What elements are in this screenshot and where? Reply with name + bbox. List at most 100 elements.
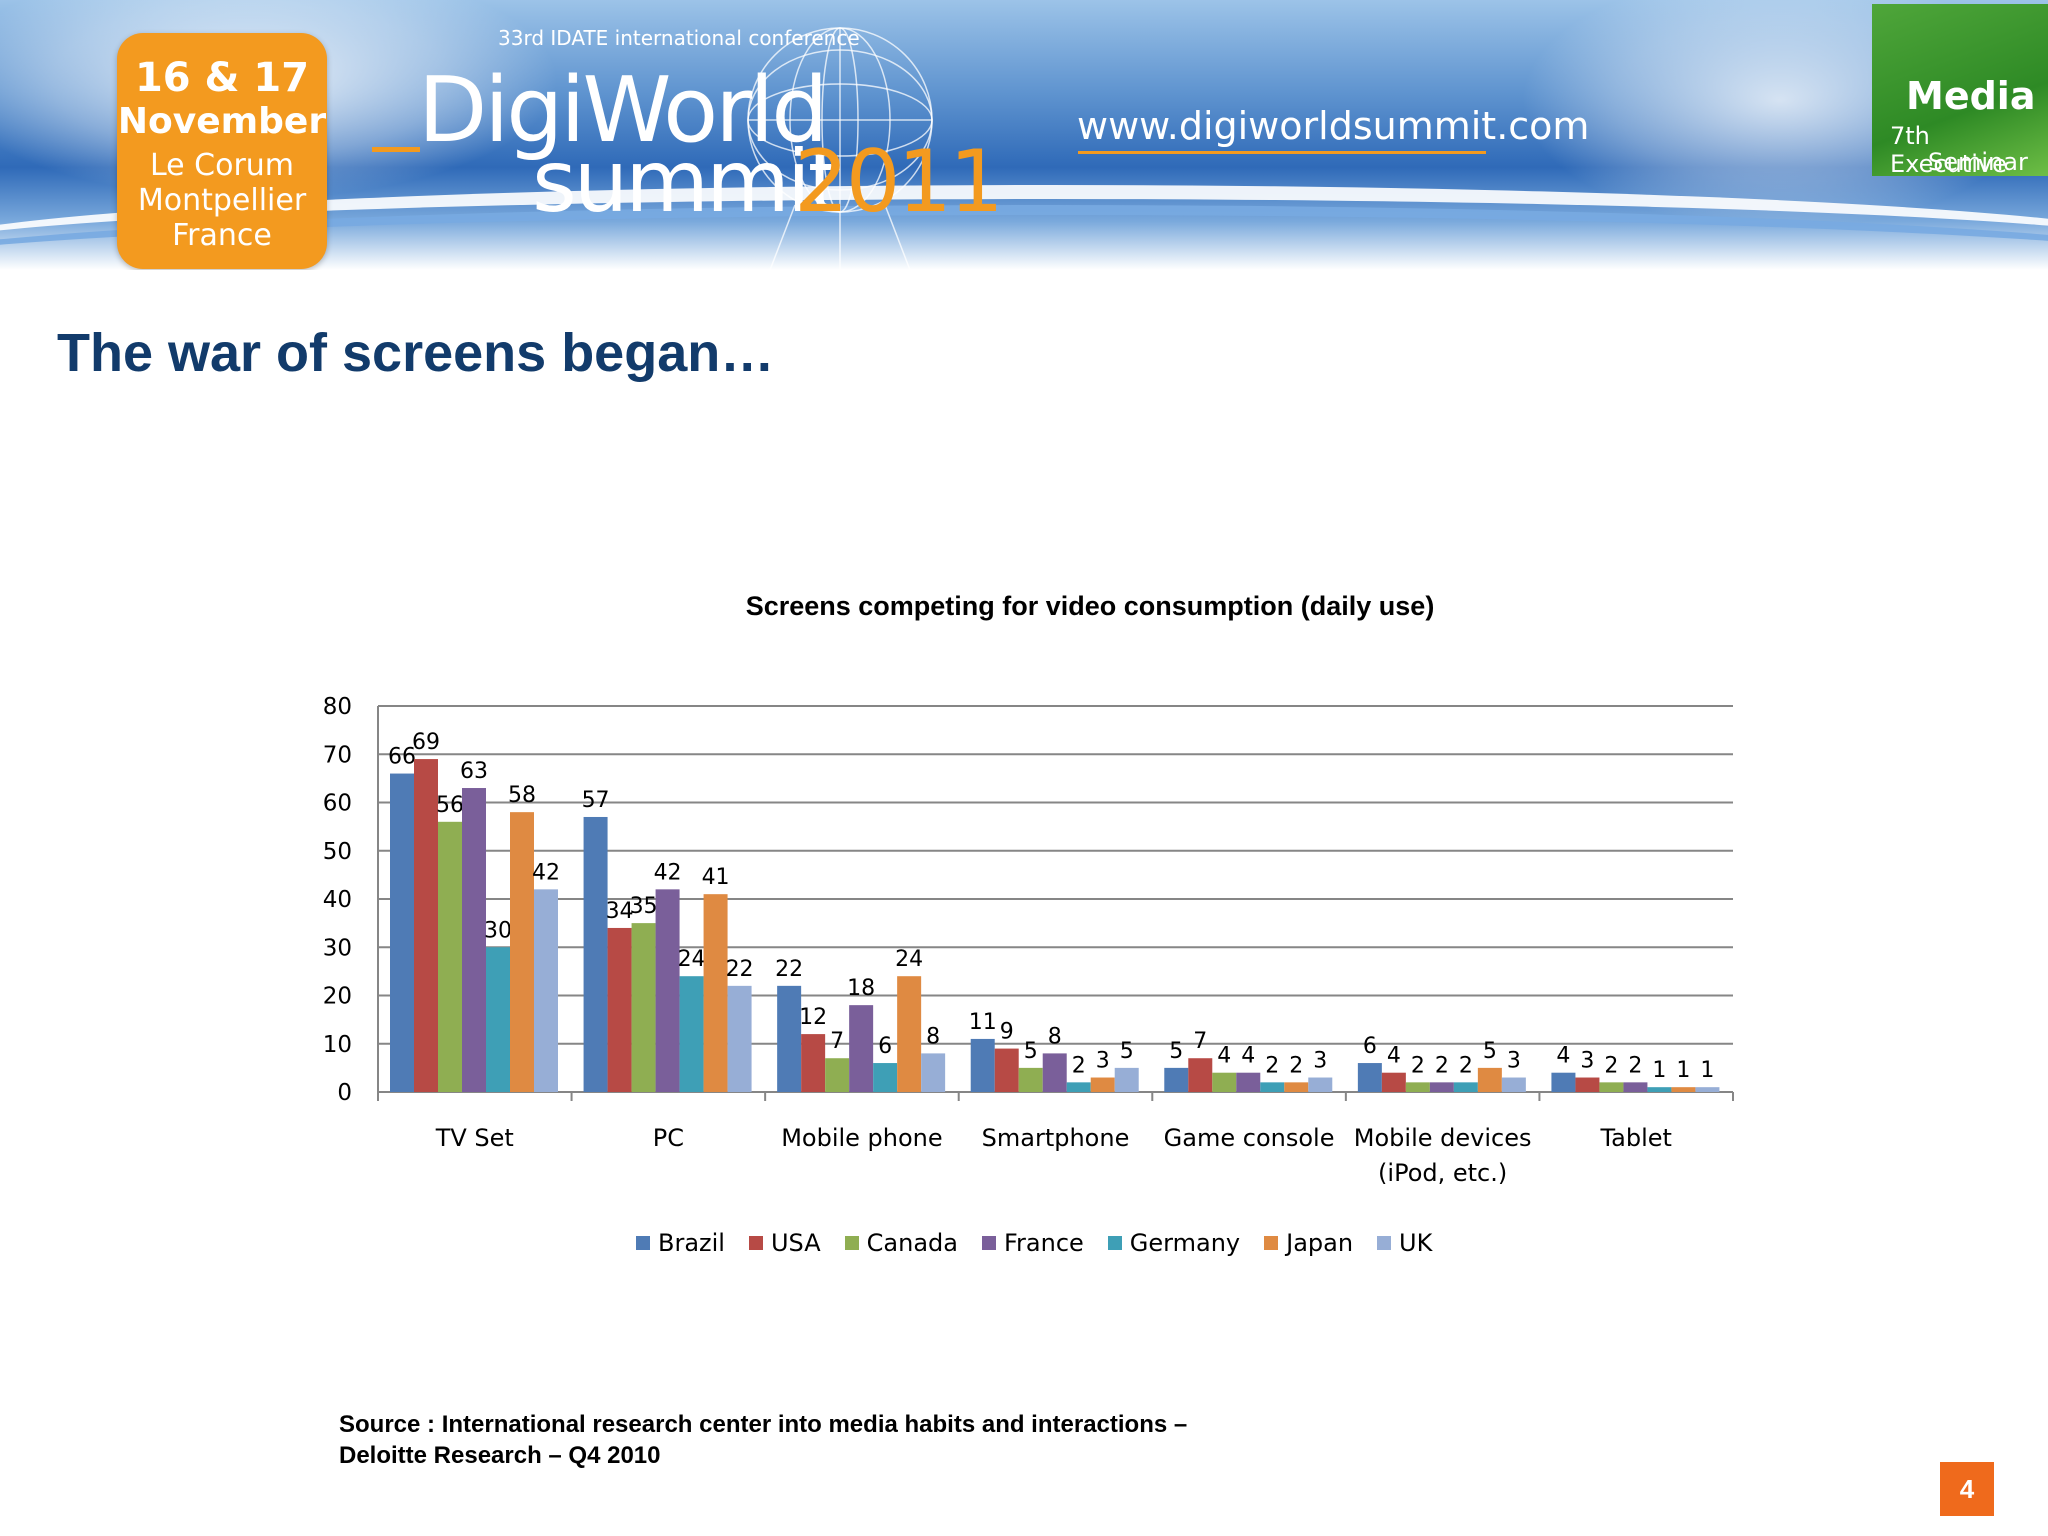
data-label: 5 <box>1483 1039 1497 1064</box>
bar <box>438 821 462 1092</box>
globe-icon <box>747 27 933 270</box>
event-country: France <box>172 218 272 253</box>
legend-item: UK <box>1377 1229 1432 1257</box>
data-label: 7 <box>1193 1029 1207 1054</box>
data-label: 6 <box>1363 1034 1377 1059</box>
bar <box>679 976 704 1092</box>
legend-swatch <box>981 1236 996 1250</box>
data-label: 4 <box>1387 1044 1401 1069</box>
data-label: 42 <box>654 860 682 885</box>
logo-year: 2011 <box>794 132 1004 232</box>
url-underline <box>1078 151 1486 154</box>
legend-item: USA <box>748 1229 821 1257</box>
data-label: 66 <box>388 745 416 770</box>
data-label: 4 <box>1241 1044 1255 1069</box>
website-link[interactable]: www.digiworldsummit.com <box>1077 104 1590 148</box>
x-tick-label: Tablet <box>1599 1124 1671 1152</box>
data-label: 5 <box>1169 1039 1183 1064</box>
data-label: 3 <box>1580 1049 1594 1074</box>
data-label: 8 <box>1048 1024 1062 1049</box>
legend-label: Brazil <box>658 1229 725 1257</box>
bar <box>607 927 632 1092</box>
bar <box>414 759 438 1092</box>
legend-swatch <box>1377 1236 1392 1250</box>
bar <box>1477 1067 1502 1092</box>
bar <box>1308 1077 1333 1092</box>
bar <box>1381 1072 1406 1092</box>
data-label: 2 <box>1604 1053 1618 1078</box>
bar <box>1501 1077 1526 1092</box>
legend-item: Germany <box>1107 1229 1241 1257</box>
legend-swatch <box>1264 1236 1279 1250</box>
bar <box>583 816 608 1092</box>
data-label: 22 <box>775 957 803 982</box>
bar <box>921 1053 946 1092</box>
y-tick-label: 70 <box>323 742 352 768</box>
x-tick-label: Game console <box>1164 1124 1335 1152</box>
data-label: 5 <box>1120 1039 1134 1064</box>
bar <box>1284 1082 1309 1092</box>
y-tick-label: 0 <box>337 1080 352 1106</box>
y-tick-label: 40 <box>323 887 352 913</box>
bar <box>897 976 922 1092</box>
bar <box>994 1048 1019 1092</box>
x-tick-label: Mobile phone <box>781 1124 942 1152</box>
bar <box>777 985 802 1092</box>
bar <box>873 1063 898 1092</box>
bar <box>390 773 414 1092</box>
bar <box>462 788 486 1092</box>
bar <box>1695 1087 1720 1092</box>
media-title: Media <box>1906 74 2036 118</box>
data-label: 6 <box>878 1034 892 1059</box>
data-label: 2 <box>1459 1053 1473 1078</box>
data-label: 2 <box>1411 1053 1425 1078</box>
bar <box>534 889 558 1092</box>
legend-label: Germany <box>1129 1229 1241 1257</box>
x-tick-label: Smartphone <box>982 1124 1130 1152</box>
bar <box>510 812 534 1092</box>
y-tick-label: 50 <box>323 839 352 865</box>
logo-summit: summit <box>532 132 841 232</box>
data-label: 2 <box>1265 1053 1279 1078</box>
page-title: The war of screens began… <box>57 323 775 383</box>
bar <box>970 1038 995 1092</box>
legend-swatch <box>748 1236 763 1250</box>
bar <box>825 1058 850 1092</box>
data-label: 2 <box>1628 1053 1642 1078</box>
event-month: November <box>117 101 327 142</box>
bar <box>801 1034 826 1092</box>
data-label: 5 <box>1024 1039 1038 1064</box>
bar <box>703 894 728 1092</box>
y-tick-label: 30 <box>323 935 352 961</box>
data-label: 9 <box>1000 1020 1014 1045</box>
event-date-badge: 16 & 17 November Le Corum Montpellier Fr… <box>117 33 327 269</box>
header-banner: 16 & 17 November Le Corum Montpellier Fr… <box>0 0 2048 270</box>
event-venue: Le Corum <box>149 148 295 183</box>
data-label: 57 <box>582 788 610 813</box>
data-label: 35 <box>630 894 658 919</box>
data-label: 8 <box>926 1024 940 1049</box>
bar <box>1114 1067 1139 1092</box>
bar <box>1212 1072 1237 1092</box>
bar <box>655 889 680 1092</box>
legend-swatch <box>844 1236 859 1250</box>
data-label: 1 <box>1700 1058 1714 1083</box>
bar <box>1551 1072 1576 1092</box>
data-label: 24 <box>895 947 923 972</box>
data-label: 4 <box>1217 1044 1231 1069</box>
legend-label: USA <box>770 1229 821 1257</box>
bar <box>631 923 656 1092</box>
bar <box>1090 1077 1115 1092</box>
bar <box>486 947 510 1092</box>
chart-title: Screens competing for video consumption … <box>745 591 1435 621</box>
data-label: 42 <box>532 860 560 885</box>
legend-label: UK <box>1399 1229 1433 1257</box>
data-label: 2 <box>1072 1053 1086 1078</box>
source-note: Source : International research center i… <box>339 1409 1187 1471</box>
media-subtitle: 7th Executive <box>1890 122 2007 178</box>
y-tick-label: 10 <box>323 1032 352 1058</box>
y-tick-label: 60 <box>323 791 352 817</box>
data-label: 41 <box>702 865 730 890</box>
legend-item: Canada <box>844 1229 958 1257</box>
